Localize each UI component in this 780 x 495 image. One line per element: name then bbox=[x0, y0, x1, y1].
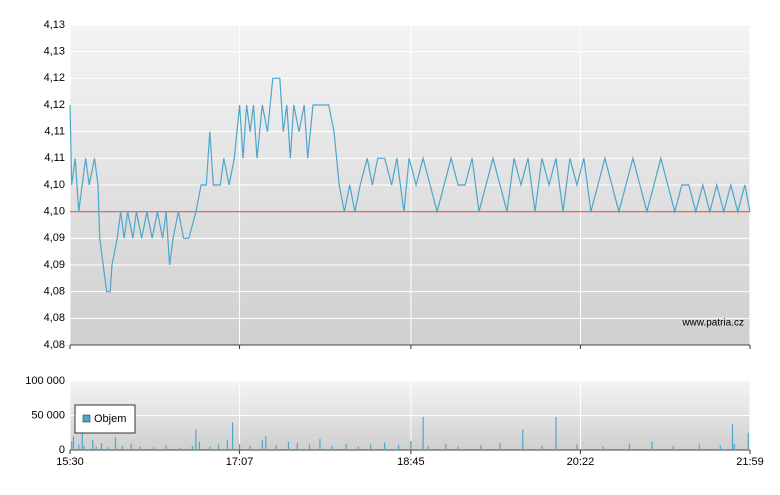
y-tick-label: 4,09 bbox=[44, 259, 65, 271]
y-tick-label: 4,08 bbox=[44, 312, 65, 324]
legend-swatch bbox=[82, 414, 91, 423]
y-tick-label: 4,11 bbox=[44, 152, 65, 164]
y-tick-label: 4,08 bbox=[44, 339, 65, 351]
y-tick-label: 4,08 bbox=[44, 286, 65, 298]
x-tick-label: 20:22 bbox=[567, 456, 595, 468]
y-tick-label: 4,13 bbox=[44, 46, 65, 58]
y-tick-label: 100 000 bbox=[25, 375, 65, 387]
y-tick-label: 4,13 bbox=[44, 19, 65, 31]
y-tick-label: 0 bbox=[59, 444, 65, 456]
x-tick-label: 17:07 bbox=[226, 456, 254, 468]
y-tick-label: 4,09 bbox=[44, 232, 65, 244]
y-tick-label: 4,12 bbox=[44, 99, 65, 111]
y-tick-label: 4,12 bbox=[44, 72, 65, 84]
x-tick-label: 15:30 bbox=[56, 456, 84, 468]
y-tick-label: 50 000 bbox=[31, 409, 65, 421]
x-tick-label: 18:45 bbox=[397, 456, 425, 468]
legend-label: Objem bbox=[94, 413, 126, 425]
x-tick-label: 21:59 bbox=[736, 456, 764, 468]
watermark: www.patria.cz bbox=[681, 318, 744, 329]
y-tick-label: 4,11 bbox=[44, 126, 65, 138]
price-line bbox=[69, 77, 751, 293]
y-tick-label: 4,10 bbox=[44, 206, 65, 218]
y-tick-label: 4,10 bbox=[44, 179, 65, 191]
